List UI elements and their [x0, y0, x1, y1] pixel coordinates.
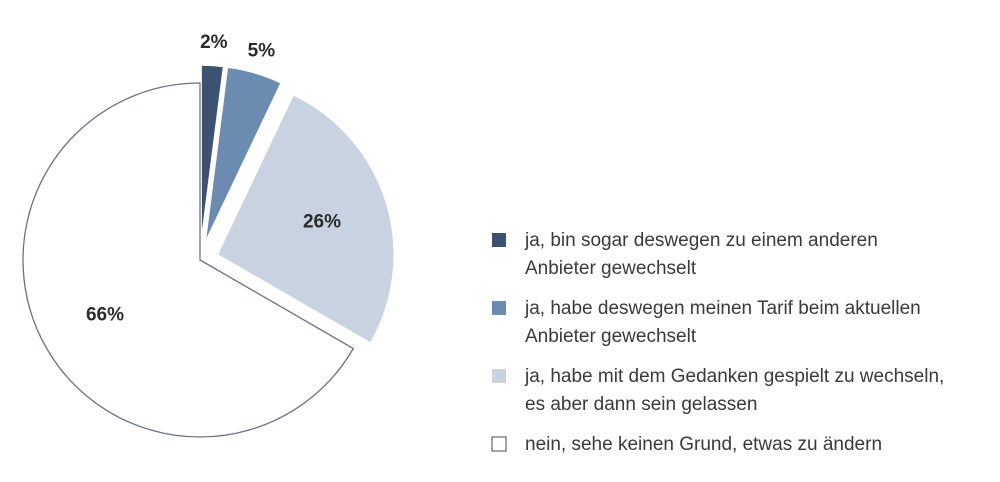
- legend-item-2: ja, habe deswegen meinen Tarif beim aktu…: [492, 298, 921, 347]
- legend-swatch-3: [492, 369, 506, 383]
- legend-swatch-4: [491, 436, 507, 452]
- legend-label-3: ja, habe mit dem Gedanken gespielt zu we…: [524, 366, 944, 415]
- slice-value-label-2: 5%: [248, 40, 276, 61]
- legend-label-4: nein, sehe keinen Grund, etwas zu ändern: [525, 434, 882, 455]
- slice-value-label-1: 2%: [200, 32, 228, 53]
- pie-slice-1: [200, 64, 225, 243]
- pie-slice-4: [22, 82, 355, 438]
- legend-label-2: ja, habe deswegen meinen Tarif beim aktu…: [524, 298, 921, 347]
- legend: ja, bin sogar deswegen zu einem anderen A…: [491, 230, 944, 455]
- slice-value-label-3: 26%: [303, 212, 341, 233]
- legend-swatch-2: [492, 301, 506, 315]
- legend-item-4: nein, sehe keinen Grund, etwas zu ändern: [491, 434, 882, 455]
- legend-item-3: ja, habe mit dem Gedanken gespielt zu we…: [492, 366, 944, 415]
- legend-swatch-1: [492, 233, 506, 247]
- slice-value-label-4: 66%: [86, 304, 124, 325]
- legend-label-1: ja, bin sogar deswegen zu einem anderen A…: [524, 230, 878, 279]
- slice-labels: 2% 5% 26% 66%: [86, 32, 341, 325]
- legend-item-1: ja, bin sogar deswegen zu einem anderen A…: [492, 230, 878, 279]
- pie-slice-3: [216, 93, 395, 345]
- pie-slices: [22, 64, 395, 438]
- pie-slice-2: [204, 66, 283, 244]
